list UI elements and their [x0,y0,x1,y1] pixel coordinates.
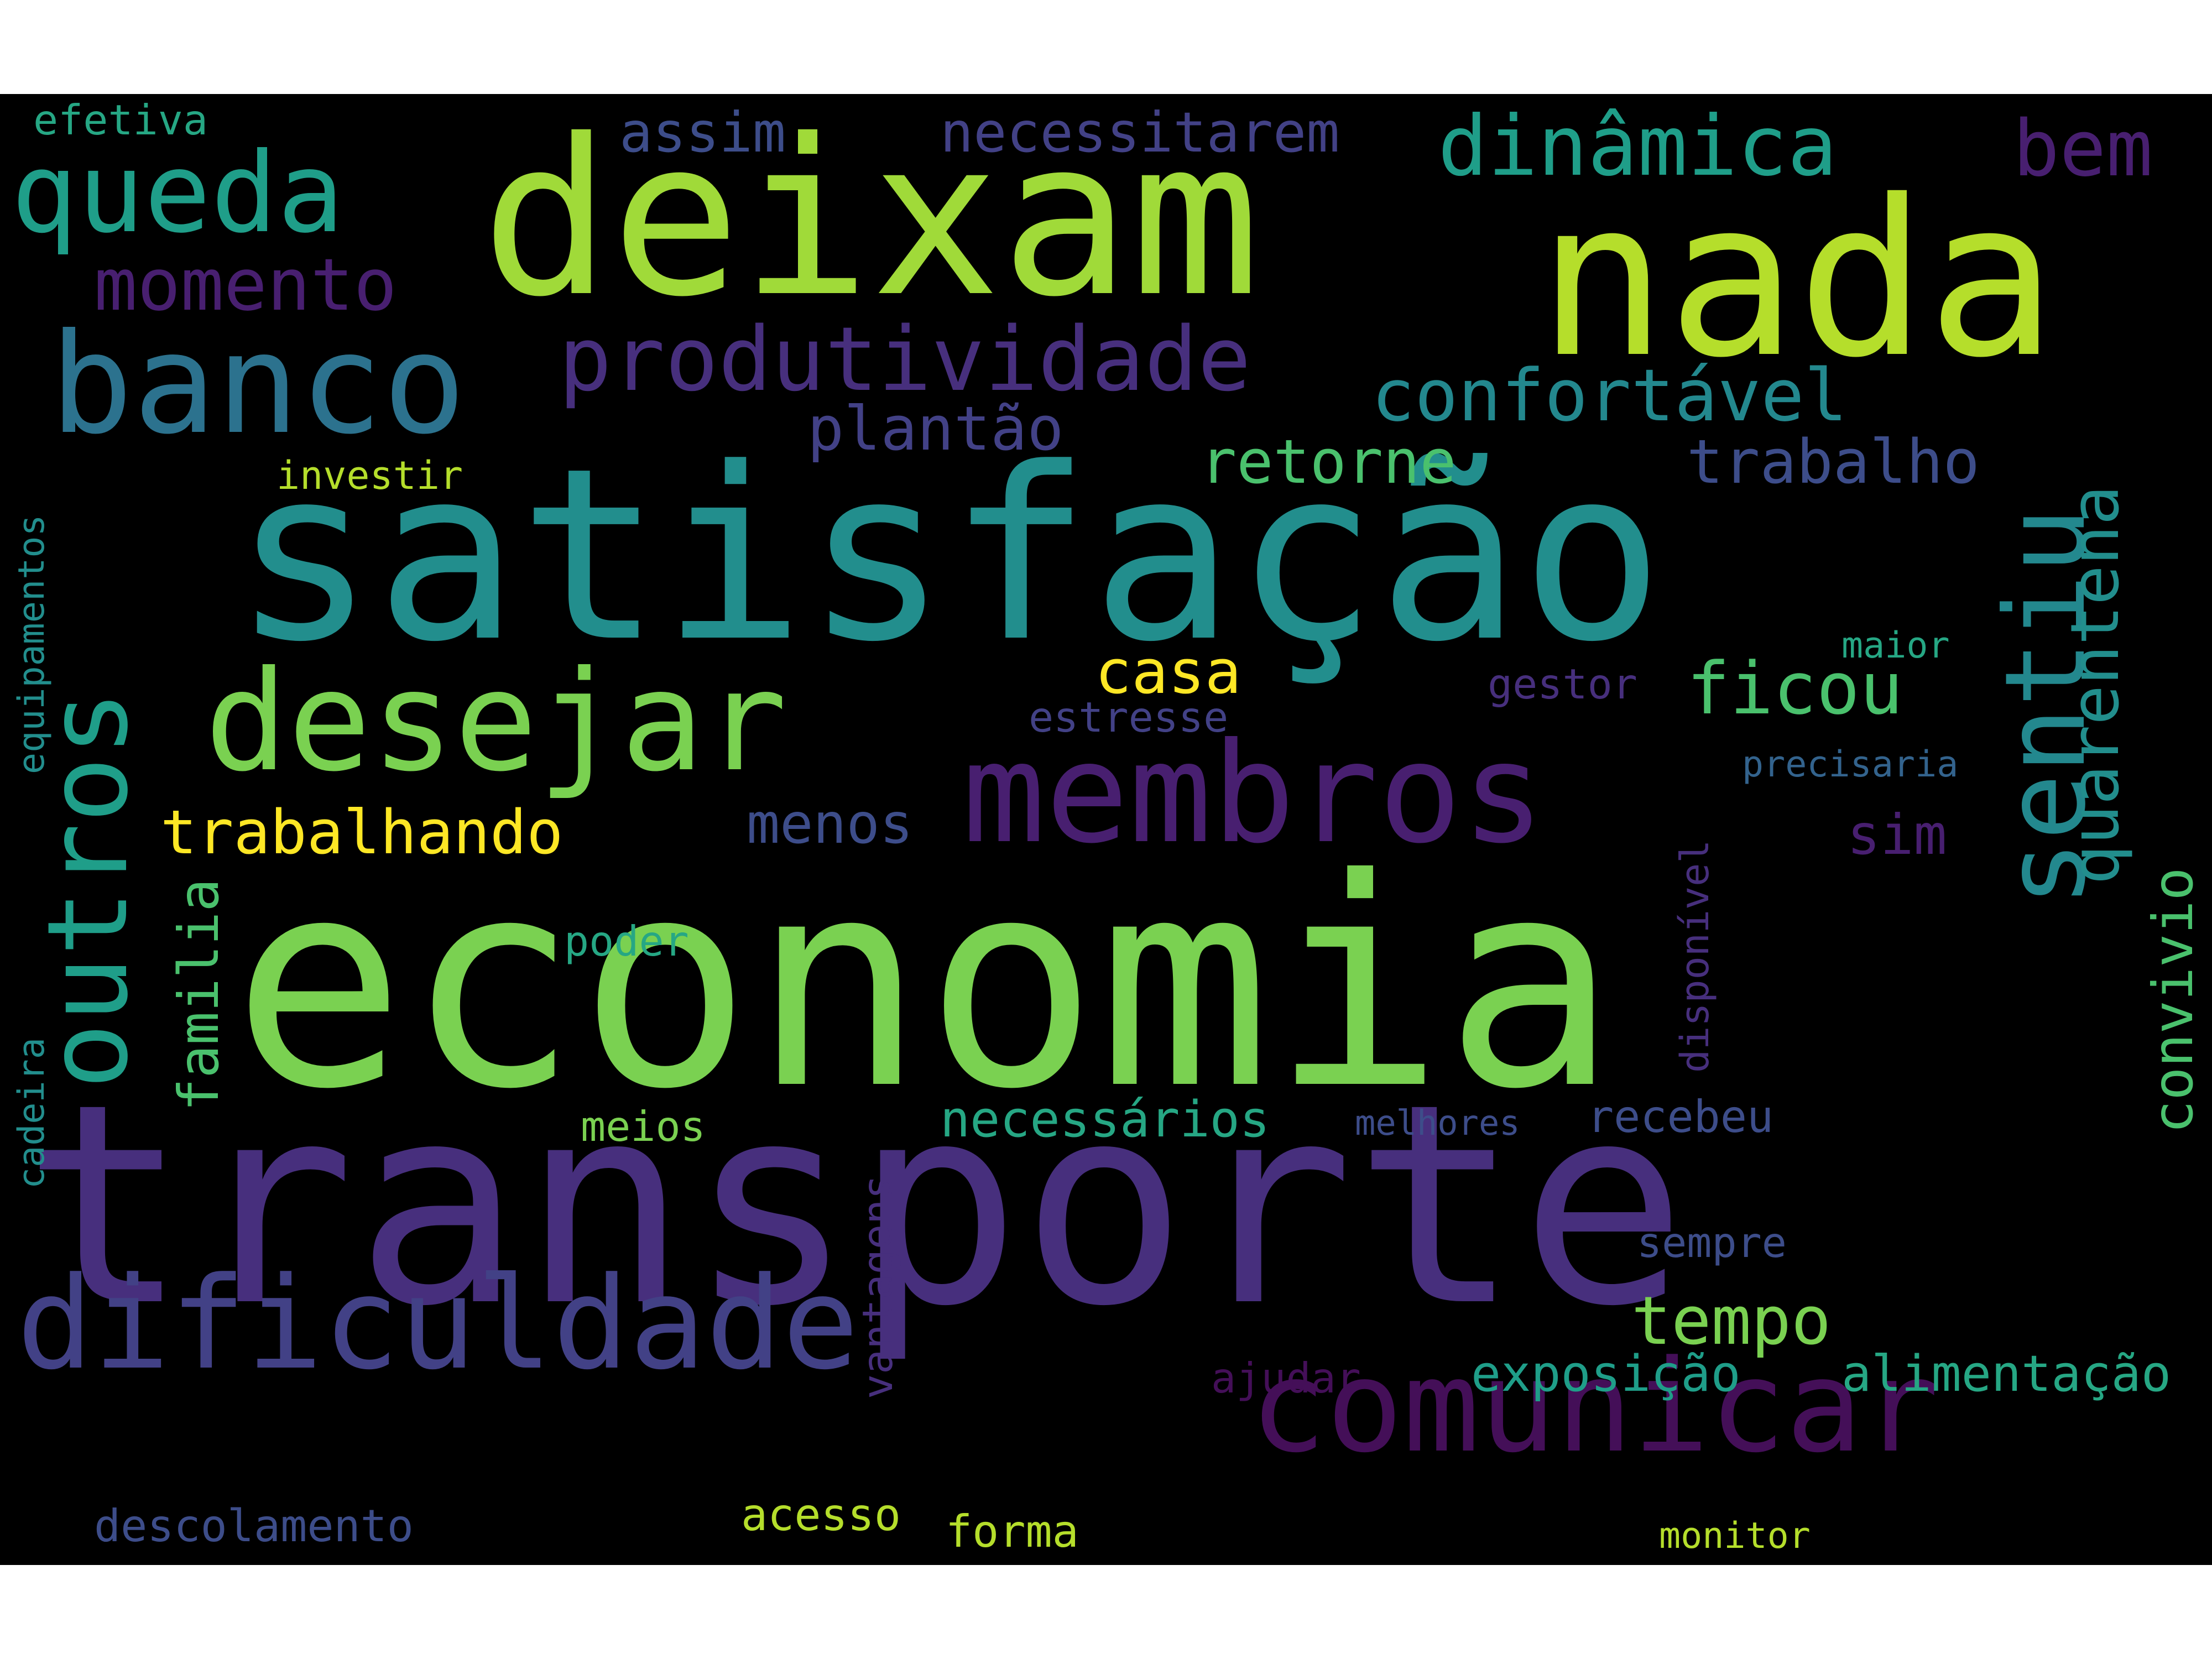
word-vantagens: vantagens [853,1174,902,1399]
word-trabalhando: trabalhando [160,797,564,868]
word-casa: casa [1095,637,1241,707]
word-disponivel: disponível [1672,839,1718,1073]
word-maior: maior [1841,625,1950,666]
word-satisfacao: satisfação [232,418,1664,694]
word-sim: sim [1847,802,1947,867]
word-melhores: melhores [1355,1103,1520,1143]
word-investir: investir [276,453,463,498]
word-economia: economia [232,817,1618,1152]
word-momento: momento [94,243,397,327]
word-monitor: monitor [1659,1515,1811,1557]
word-equipamentos: equipamentos [11,514,53,774]
word-poder: poder [564,917,689,966]
word-efetiva: efetiva [33,96,208,144]
word-transporte: transporte [22,1045,1687,1366]
word-banco: banco [50,304,466,465]
word-necessarios: necessários [940,1091,1270,1149]
word-comunicar: comunicar [1250,1333,1939,1481]
word-plantao: plantão [807,393,1064,464]
word-necessitarem: necessitarem [940,100,1340,165]
word-recebeu: recebeu [1587,1091,1774,1142]
word-nada: nada [1537,154,2057,405]
word-confortavel: confortável [1371,353,1848,437]
word-queda: queda [11,129,345,258]
word-exposicao: exposição [1471,1345,1741,1403]
word-desejar: desejar [205,641,787,802]
word-menos: menos [747,791,914,856]
word-ficou: ficou [1687,646,1903,731]
word-dinamica: dinâmica [1438,98,1838,195]
word-trabalho: trabalho [1687,426,1980,497]
word-retorne: retorne [1200,426,1457,497]
word-acesso: acesso [741,1489,901,1541]
word-meios: meios [581,1102,706,1151]
word-cloud: economia transporte satisfação deixam na… [0,94,2212,1565]
word-descolamento: descolamento [94,1500,414,1552]
word-membros: membros [962,713,1545,874]
word-estresse: estresse [1029,693,1229,742]
word-alimentacao: alimentação [1841,1345,2172,1403]
word-precisaria: precisaria [1742,744,1959,785]
word-forma: forma [946,1506,1079,1557]
word-quarentena: quarentena [2057,485,2134,885]
word-gestor: gestor [1488,660,1637,708]
word-ajudar: ajudar [1211,1354,1361,1402]
word-produtividade: produtividade [559,307,1251,411]
word-tempo: tempo [1631,1283,1832,1360]
word-dificuldade: dificuldade [17,1250,859,1398]
word-assim: assim [619,100,786,165]
word-convivio: convivio [2141,867,2205,1134]
word-deixam: deixam [481,94,1260,344]
word-bem: bem [2013,104,2153,194]
word-familia: familia [166,878,231,1112]
word-cadeira: cadeira [11,1037,53,1189]
word-sempre: sempre [1637,1218,1787,1267]
